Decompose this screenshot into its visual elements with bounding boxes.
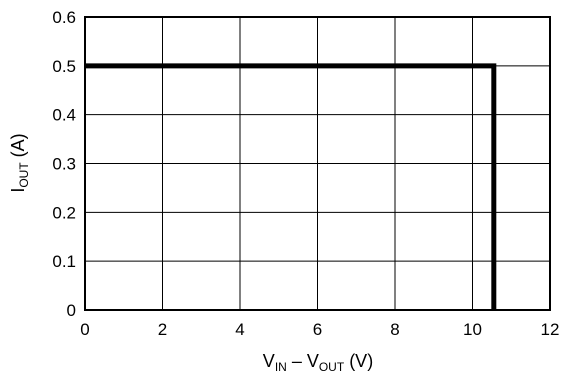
y-axis-title-main: I — [8, 188, 28, 193]
y-axis-title: IOUT (A) — [8, 133, 31, 192]
y-tick-label: 0.5 — [52, 57, 76, 76]
x-tick-label: 2 — [158, 320, 167, 339]
grid-layer — [85, 17, 550, 310]
x-tick-label: 0 — [80, 320, 89, 339]
y-tick-label: 0.4 — [52, 106, 76, 125]
y-tick-label: 0.6 — [52, 8, 76, 27]
y-tick-label: 0.2 — [52, 203, 76, 222]
x-axis-title-main: V — [263, 351, 275, 371]
y-tick-label: 0.1 — [52, 252, 76, 271]
y-tick-label: 0 — [67, 301, 76, 320]
y-axis-title-unit: (A) — [8, 133, 28, 162]
series-layer — [85, 63, 497, 310]
series-line — [85, 63, 497, 310]
x-axis-title-sub2: OUT — [319, 360, 345, 374]
y-tick-label: 0.3 — [52, 155, 76, 174]
x-axis-title-unit: (V) — [344, 351, 373, 371]
x-tick-label: 8 — [390, 320, 399, 339]
x-tick-label: 6 — [313, 320, 322, 339]
x-tick-label: 4 — [235, 320, 244, 339]
x-tick-label: 10 — [463, 320, 482, 339]
x-tick-label: 12 — [541, 320, 560, 339]
y-axis-title-sub: OUT — [17, 162, 31, 188]
plot-frame — [84, 16, 551, 311]
x-axis-title-sub1: IN — [275, 360, 287, 374]
tick-layer: 0 2 4 6 8 10 12 0 0.1 0.2 0.3 0.4 0.5 0.6 — [52, 8, 559, 339]
x-axis-title-mid: – V — [287, 351, 319, 371]
x-axis-title: VIN – VOUT (V) — [263, 351, 373, 374]
